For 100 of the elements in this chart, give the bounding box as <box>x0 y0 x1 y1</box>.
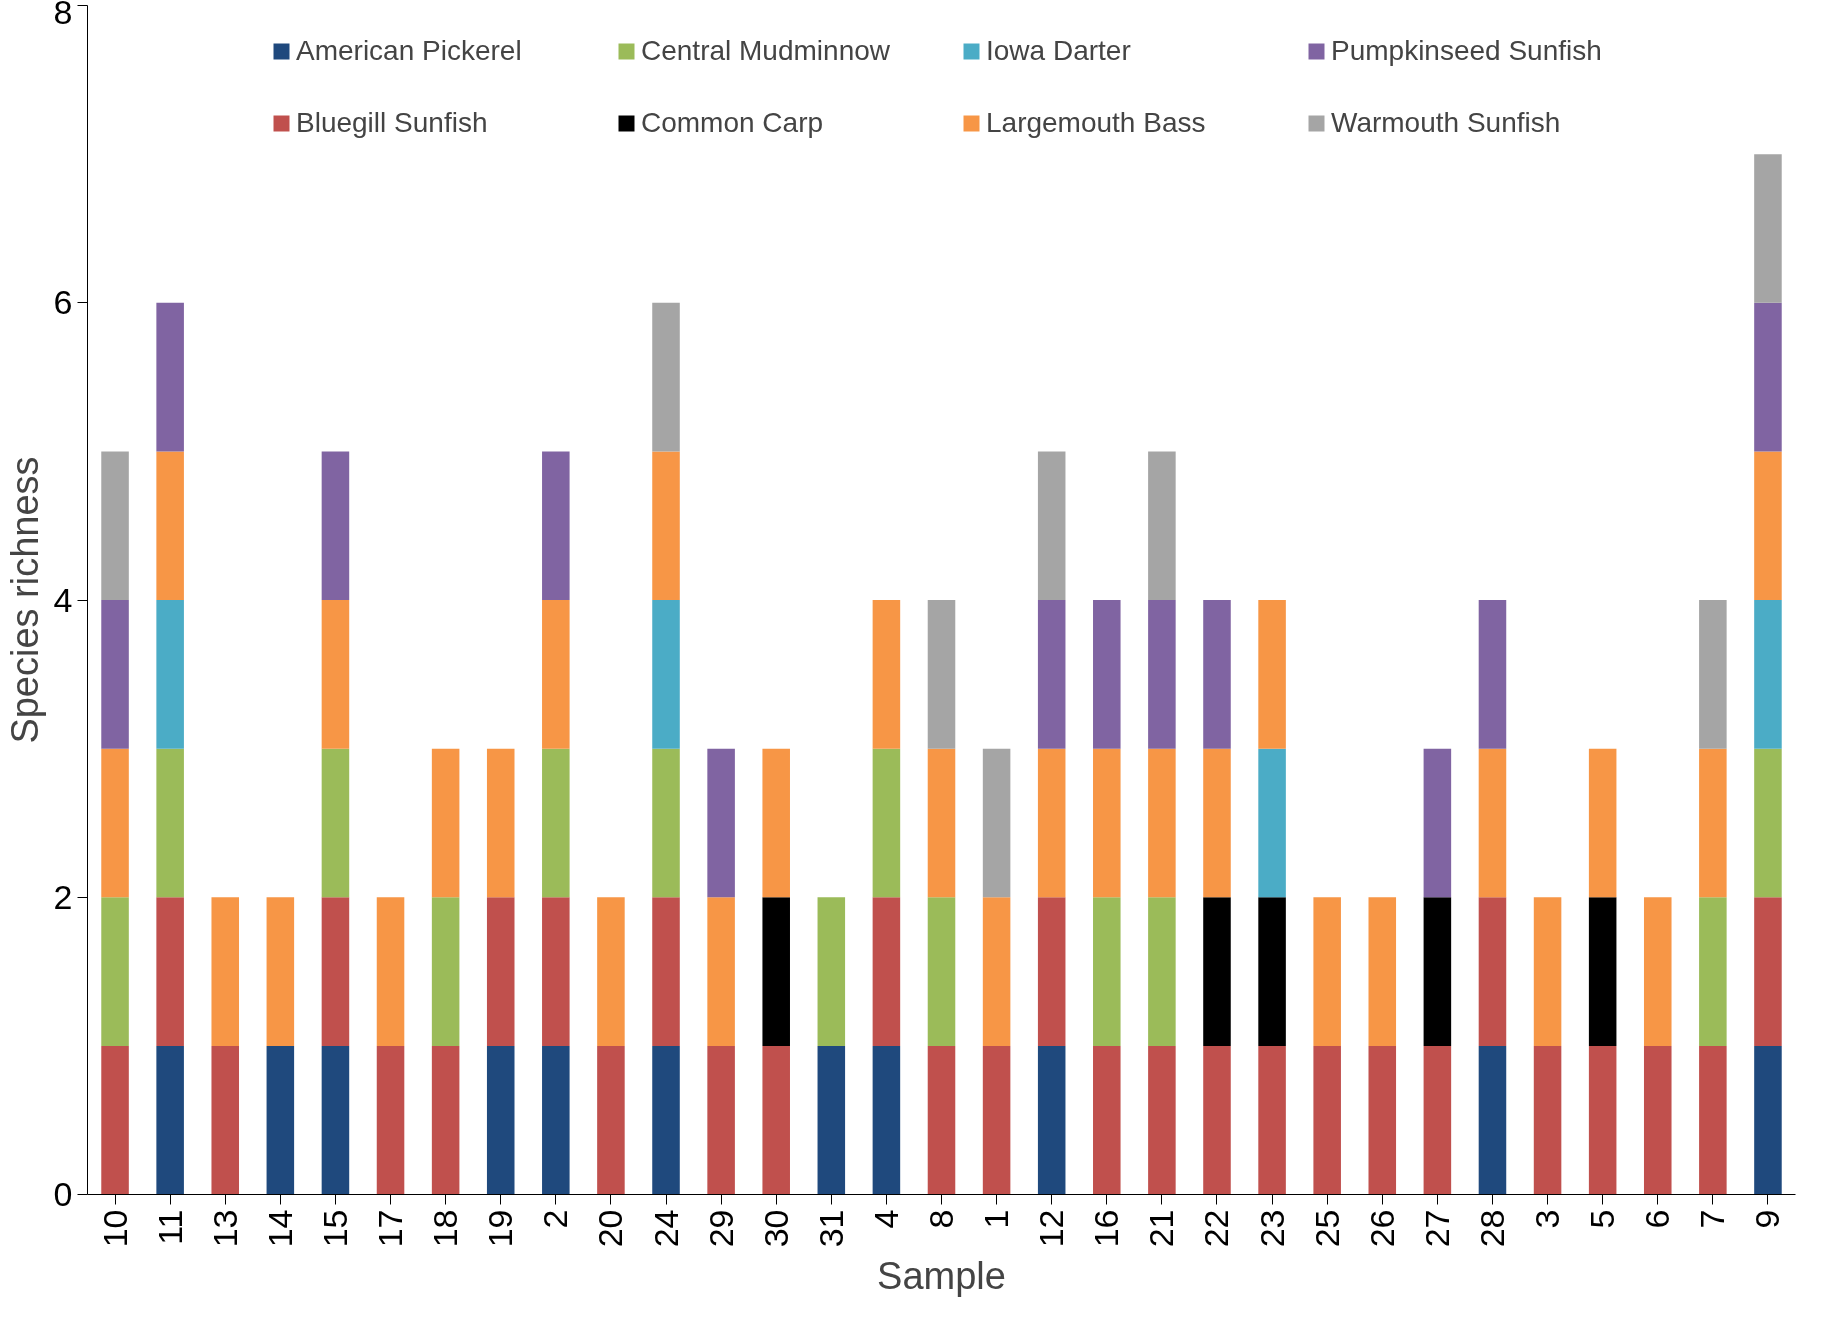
bar <box>156 897 184 1046</box>
y-tick-label: 4 <box>53 580 73 619</box>
bar <box>1258 600 1286 749</box>
bar <box>1423 1045 1452 1195</box>
bar <box>872 748 901 898</box>
bar <box>431 1045 460 1195</box>
bar <box>1093 600 1121 749</box>
x-tick-label: 8 <box>922 1209 960 1229</box>
bar <box>211 897 240 1046</box>
bar <box>1699 600 1727 749</box>
bar <box>1478 600 1507 749</box>
x-tick-label: 4 <box>866 1209 905 1229</box>
x-tick-label: 2 <box>536 1209 575 1229</box>
bar <box>156 600 184 749</box>
bar <box>1148 1045 1176 1195</box>
bar <box>1037 748 1066 898</box>
bar <box>982 897 1011 1046</box>
legend-label: Pumpkinseed Sunfish <box>1331 35 1603 67</box>
y-tick-label: 0 <box>53 1175 73 1213</box>
bar <box>817 897 846 1046</box>
bar <box>1368 1045 1397 1195</box>
x-tick-label: 3 <box>1528 1209 1567 1229</box>
legend-label: Bluegill Sunfish <box>296 107 489 139</box>
x-tick-label: 10 <box>95 1209 134 1248</box>
x-tick-label: 31 <box>811 1209 850 1248</box>
x-tick-label: 22 <box>1197 1209 1236 1248</box>
bar <box>156 451 184 600</box>
x-tick-label: 16 <box>1087 1209 1126 1248</box>
bar <box>1754 451 1782 600</box>
x-tick-label: 12 <box>1032 1209 1071 1248</box>
bar <box>1258 897 1286 1046</box>
bar <box>321 600 350 749</box>
bar <box>1148 897 1176 1046</box>
bar <box>872 600 901 749</box>
x-tick-label: 15 <box>315 1209 354 1248</box>
y-axis-title: Species richness <box>3 456 46 744</box>
bar <box>1588 897 1617 1046</box>
bar <box>1643 897 1672 1046</box>
y-tick-label: 2 <box>53 877 73 916</box>
bar <box>1203 748 1231 898</box>
bar <box>1699 748 1727 898</box>
bar <box>1148 600 1176 749</box>
x-tick-label: 27 <box>1417 1209 1456 1248</box>
bar <box>597 897 625 1046</box>
bar <box>1478 1045 1507 1195</box>
bar <box>927 1045 956 1195</box>
bar <box>1699 1045 1727 1195</box>
bar <box>486 1045 515 1195</box>
bar <box>542 1045 570 1195</box>
bar <box>1037 600 1066 749</box>
bar <box>982 1045 1011 1195</box>
bar <box>982 748 1011 898</box>
bar <box>1754 1045 1782 1195</box>
bar <box>652 451 680 600</box>
bar <box>1754 897 1782 1046</box>
bar <box>1093 1045 1121 1195</box>
legend-label: Iowa Darter <box>986 35 1132 67</box>
bar <box>1203 897 1231 1046</box>
bar <box>321 451 350 600</box>
bar <box>1148 748 1176 898</box>
bar <box>1313 897 1341 1046</box>
x-tick-label: 25 <box>1307 1209 1346 1248</box>
bar <box>707 897 735 1046</box>
bar <box>762 1045 790 1195</box>
bar <box>1754 154 1782 303</box>
bar <box>1588 1045 1617 1195</box>
bar <box>1313 1045 1341 1195</box>
x-tick-label: 7 <box>1693 1209 1732 1229</box>
bar <box>101 748 129 898</box>
bar <box>1754 302 1782 452</box>
bar <box>1368 897 1397 1046</box>
bar <box>707 1045 735 1195</box>
bar <box>652 302 680 452</box>
bar <box>762 748 790 898</box>
bar <box>597 1045 625 1195</box>
y-tick-label: 6 <box>53 283 73 322</box>
bar <box>817 1045 846 1195</box>
bar <box>156 1045 184 1195</box>
x-tick-label: 20 <box>591 1209 630 1248</box>
x-tick-label: 13 <box>205 1209 244 1248</box>
bar <box>1037 1045 1066 1195</box>
bar <box>1258 748 1286 898</box>
x-tick-label: 9 <box>1748 1209 1787 1229</box>
bar <box>1258 1045 1286 1195</box>
bar <box>211 1045 240 1195</box>
bar <box>762 897 790 1046</box>
x-tick-label: 14 <box>260 1209 299 1248</box>
bar <box>1478 748 1507 898</box>
legend-label: American Pickerel <box>296 35 523 67</box>
x-tick-label: 23 <box>1252 1209 1291 1248</box>
bar <box>321 748 350 898</box>
x-axis-title: Sample <box>877 1255 1006 1298</box>
bar <box>1754 600 1782 749</box>
x-tick-label: 28 <box>1472 1209 1511 1248</box>
bar <box>927 600 956 749</box>
x-tick-label: 11 <box>150 1209 189 1245</box>
bar <box>431 748 460 898</box>
bar <box>1423 897 1452 1046</box>
bar <box>486 748 515 898</box>
y-tick-label: 8 <box>53 0 73 31</box>
